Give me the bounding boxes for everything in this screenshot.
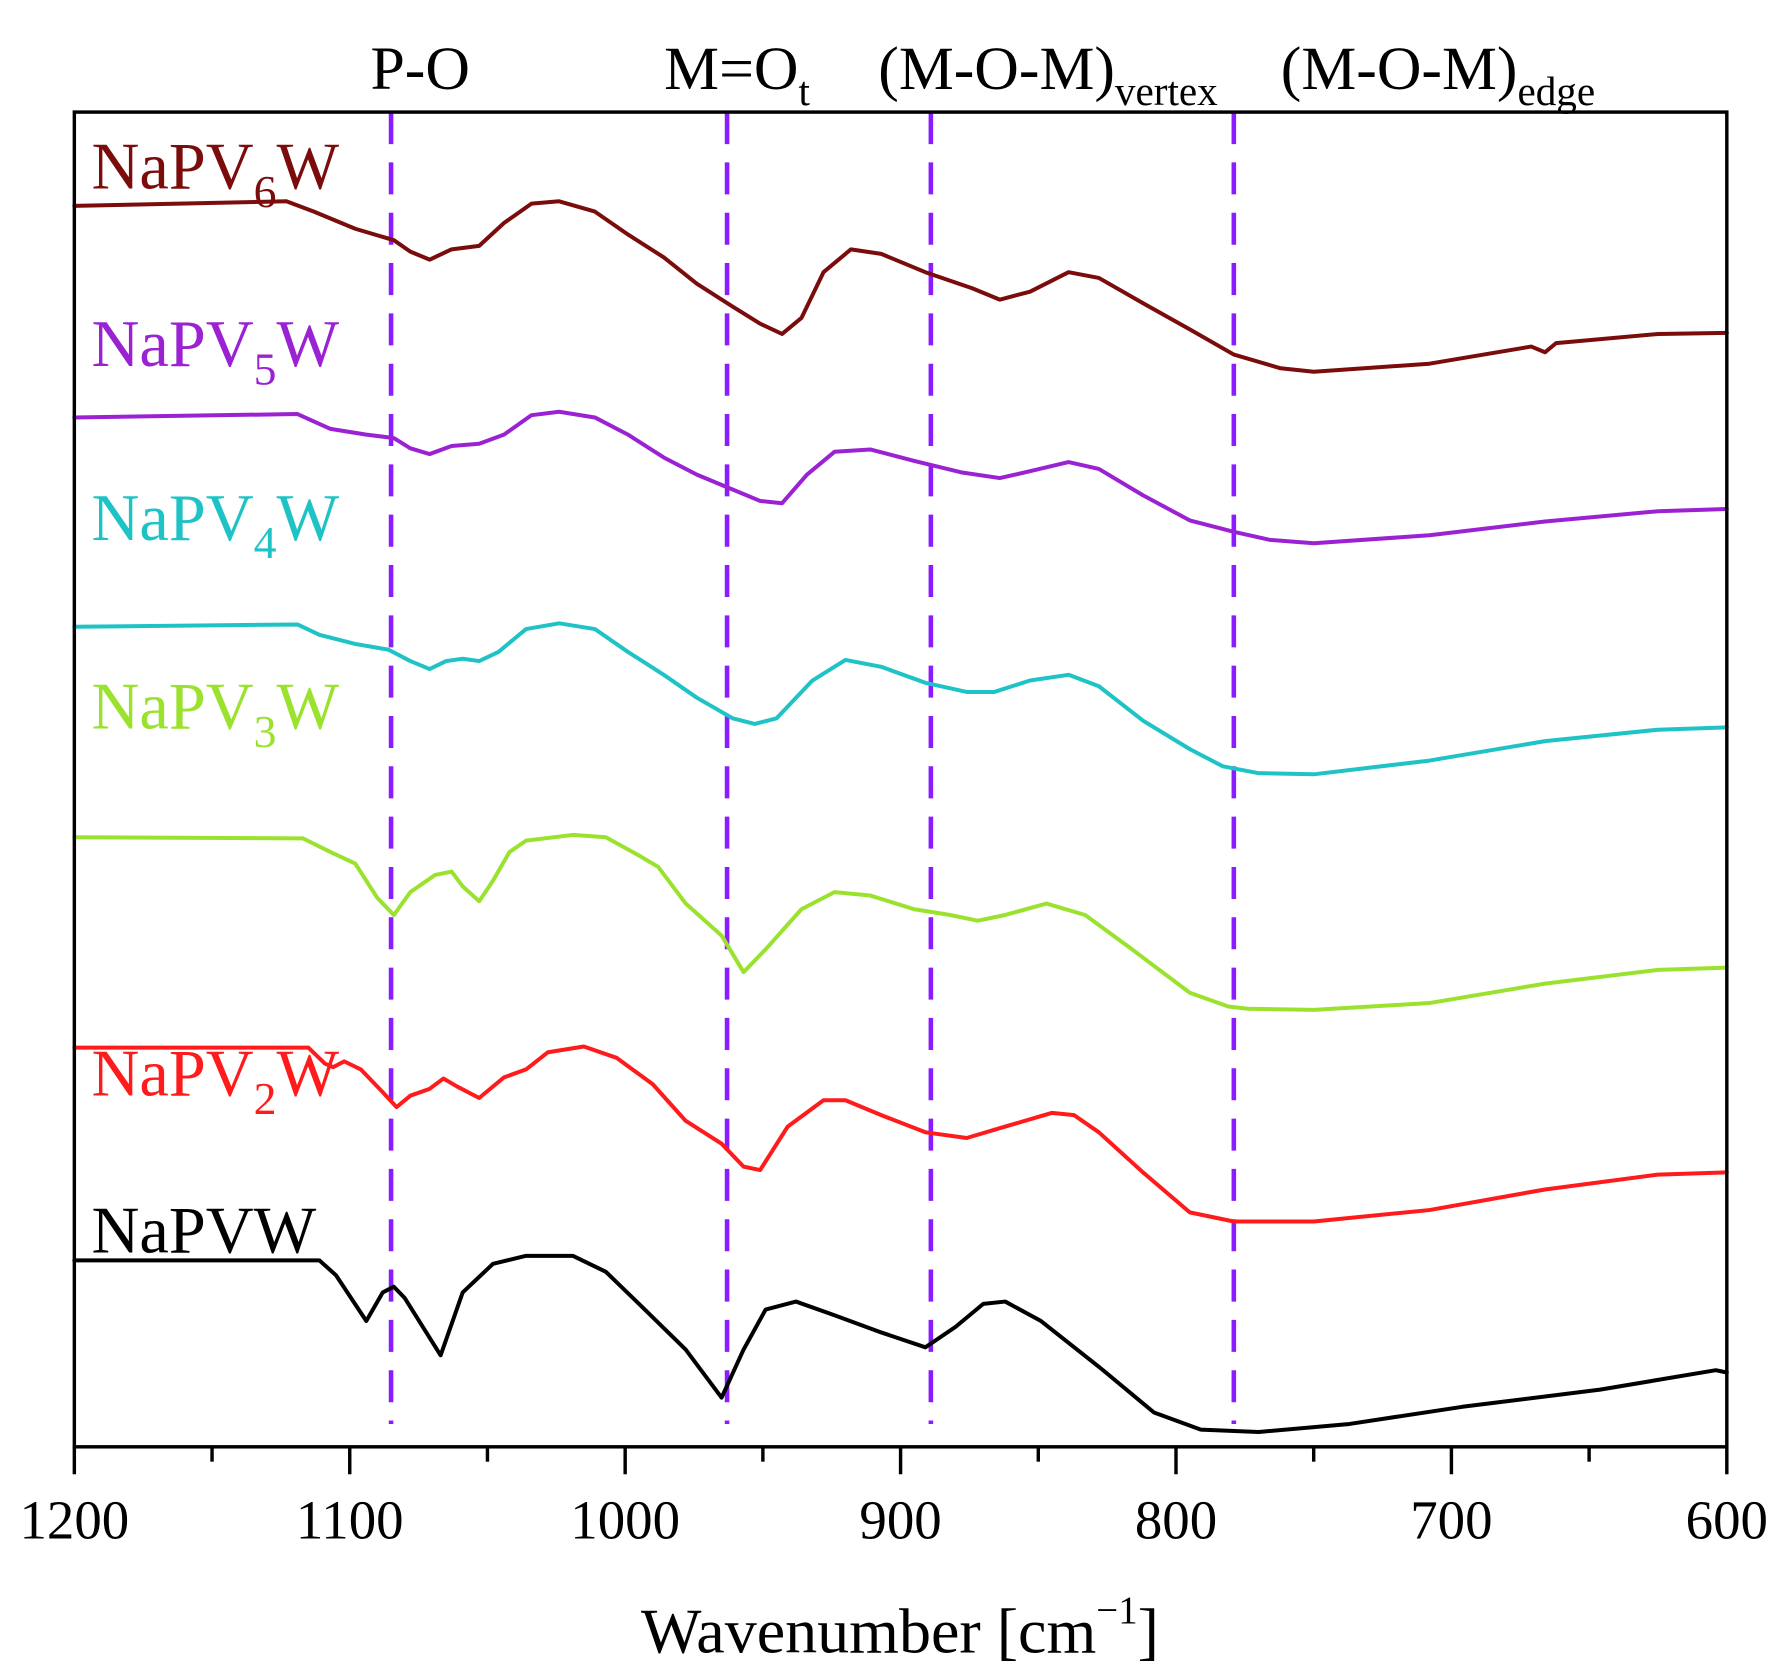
band-marker-label: M=Ot [664,35,810,114]
series-label-sub: 4 [254,517,277,568]
x-tick-label: 700 [1410,1489,1492,1550]
series-label-prefix: NaPV [91,1038,253,1111]
series-label: NaPV4W [91,482,339,568]
band-markers: P-O M=Ot (M-O-M)vertex (M-O-M)edge [370,35,1595,1424]
series-label: NaPVW [91,1194,316,1267]
series-label-prefix: NaPV [91,482,253,555]
series-label-sub: 5 [254,343,277,394]
series-line [72,409,1729,546]
series-label: NaPV3W [91,671,339,757]
series-label-prefix: NaPV [91,131,253,204]
x-axis: 1200 1100 1000 900 800 700 600 [19,1446,1768,1550]
x-tick-label: 1200 [19,1489,129,1550]
band-marker-label-main: (M-O-M) [1281,35,1518,103]
x-axis-label-sup: −1 [1096,1589,1137,1632]
band-marker-label-main: P-O [370,35,469,103]
series-label-prefix: NaPVW [91,1194,316,1267]
series-label-suffix: W [276,308,339,381]
x-tick-label: 800 [1135,1489,1217,1550]
band-marker-label-main: M=O [664,35,798,103]
band-marker-label: (M-O-M)edge [1281,35,1595,114]
series-line [72,832,1729,1012]
band-marker-label-main: (M-O-M) [878,35,1115,103]
series-group [72,199,1729,1434]
series-label-suffix: W [276,671,339,744]
series-label-sub: 2 [254,1073,277,1124]
series-label: NaPV5W [91,308,339,394]
series-label-sub: 3 [254,706,277,757]
series-label-prefix: NaPV [91,671,253,744]
band-marker-label-sub: edge [1517,68,1595,114]
x-tick-label: 900 [859,1489,941,1550]
series-label-suffix: W [276,131,339,204]
x-axis-label-close: ] [1138,1596,1159,1667]
series-label-sub: 6 [254,166,277,217]
series-label-suffix: W [276,482,339,555]
band-marker-label: (M-O-M)vertex [878,35,1218,114]
band-marker-label: P-O [370,35,469,103]
series-label: NaPV2W [91,1038,339,1124]
series-line [72,199,1729,374]
x-tick-label: 1100 [296,1489,404,1550]
series-line [72,1253,1729,1434]
series-label: NaPV6W [91,131,339,217]
x-axis-label-main: Wavenumber [cm [641,1596,1096,1667]
x-axis-label: Wavenumber [cm−1] [641,1589,1159,1667]
series-label-prefix: NaPV [91,308,253,381]
series-line [72,621,1729,777]
band-marker-label-sub: vertex [1115,68,1218,114]
series-label-suffix: W [276,1038,339,1111]
x-tick-label: 1000 [570,1489,680,1550]
series-line [72,1044,1729,1224]
x-tick-label: 600 [1686,1489,1768,1550]
band-marker-label-sub: t [798,68,810,114]
